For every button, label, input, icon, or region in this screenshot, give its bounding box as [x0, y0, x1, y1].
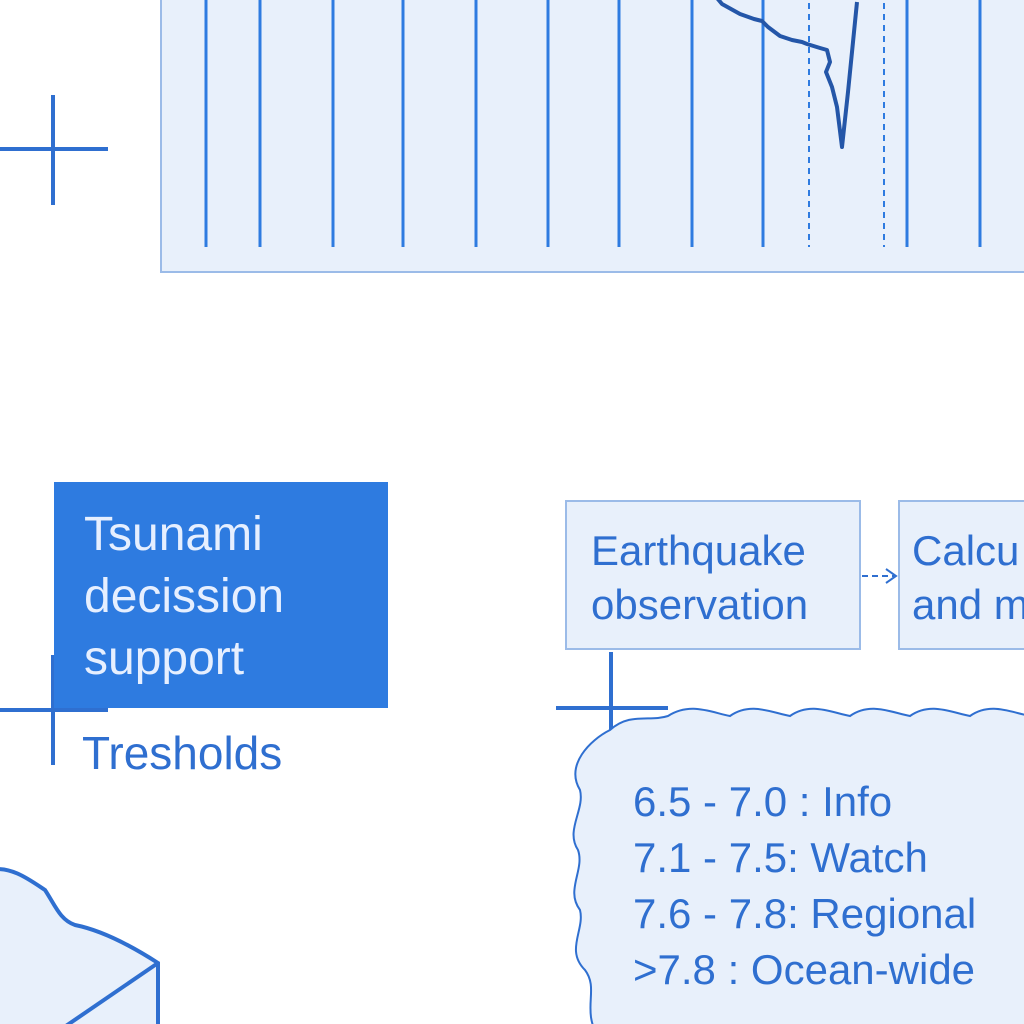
decision-line: support [84, 632, 245, 685]
crosshair-icon [0, 95, 108, 205]
thresholds-label: Tresholds [82, 727, 283, 779]
decision-line: Tsunami [84, 508, 263, 561]
cloud-shape [572, 707, 1024, 1024]
flow-line: observation [591, 581, 809, 628]
level-item: 7.6 - 7.8: Regional [633, 890, 977, 937]
threshold-levels: 6.5 - 7.0 : Info 7.1 - 7.5: Watch 7.6 - … [633, 774, 976, 998]
flow-line: Earthquake [591, 527, 806, 574]
level-item: >7.8 : Ocean-wide [633, 946, 976, 993]
flow-line: Calcu [912, 527, 1020, 574]
decision-support-box: Tsunami decission support [54, 482, 388, 708]
waveform-trace [716, 0, 859, 149]
calculation-box: Calcu and m [898, 500, 1024, 650]
level-item: 7.1 - 7.5: Watch [633, 834, 928, 881]
decision-line: decission [84, 570, 285, 623]
waveform-panel [160, 0, 1024, 273]
earthquake-observation-box: Earthquake observation [565, 500, 861, 650]
crosshair-icon [0, 655, 108, 765]
box-shape [0, 867, 160, 1024]
level-item: 6.5 - 7.0 : Info [633, 778, 893, 825]
waveform-chart [204, 0, 982, 247]
flow-line: and m [912, 581, 1024, 628]
dashed-arrow-icon [862, 568, 898, 584]
